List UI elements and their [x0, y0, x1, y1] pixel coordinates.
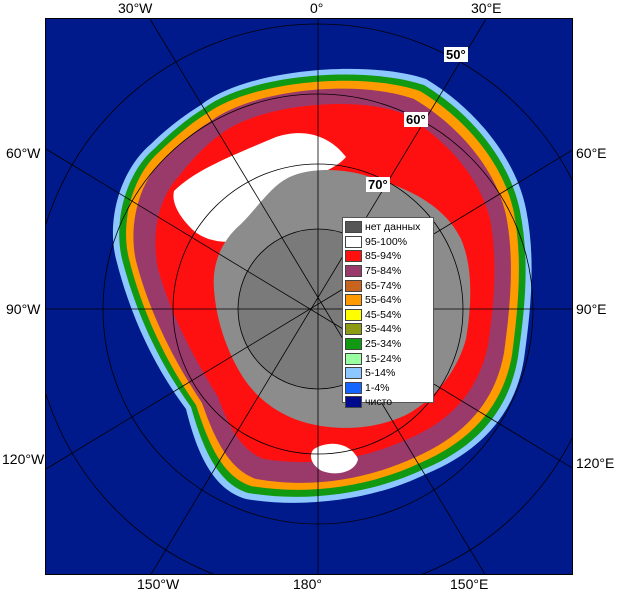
- lon-label-150e: 150°E: [450, 576, 489, 592]
- lon-label-30w: 30°W: [118, 0, 153, 16]
- lon-label-90w: 90°W: [6, 301, 41, 317]
- legend-label: 15-24%: [365, 352, 402, 365]
- lon-label-120e: 120°E: [576, 455, 615, 471]
- legend-swatch: [345, 367, 362, 380]
- legend-row: 25-34%: [345, 337, 431, 352]
- legend-row: 45-54%: [345, 308, 431, 323]
- latitude-label-50: 50°: [444, 47, 468, 62]
- legend-swatch: [345, 338, 362, 351]
- polar-map: [46, 19, 572, 574]
- legend-row: 55-64%: [345, 293, 431, 308]
- graticule: [46, 19, 572, 574]
- legend-row: 5-14%: [345, 366, 431, 381]
- legend-row: чисто: [345, 395, 431, 410]
- legend-swatch: [345, 381, 362, 394]
- legend-swatch: [345, 352, 362, 365]
- legend-swatch: [345, 308, 362, 321]
- legend-swatch: [345, 221, 362, 234]
- map-frame: 50° 60° 70° нет данных 95-100% 85-94% 75-84…: [45, 18, 573, 575]
- legend-row: 1-4%: [345, 381, 431, 396]
- legend-label: 65-74%: [365, 279, 402, 292]
- legend-label: нет данных: [365, 221, 421, 234]
- legend-row: 85-94%: [345, 249, 431, 264]
- legend-row: 95-100%: [345, 235, 431, 250]
- ice-weddell-95-100: [173, 133, 346, 242]
- lon-label-180: 180°: [293, 576, 322, 592]
- legend-row: 65-74%: [345, 278, 431, 293]
- legend-swatch: [345, 396, 362, 409]
- lon-label-60e: 60°E: [576, 145, 607, 161]
- legend-label: 55-64%: [365, 294, 402, 307]
- lon-label-120w: 120°W: [2, 451, 45, 467]
- legend-label: 75-84%: [365, 265, 402, 278]
- legend: нет данных 95-100% 85-94% 75-84% 65-74% 55-64…: [342, 217, 434, 409]
- legend-label: чисто: [365, 396, 393, 409]
- legend-row: нет данных: [345, 220, 431, 235]
- legend-swatch: [345, 294, 362, 307]
- legend-row: 35-44%: [345, 322, 431, 337]
- legend-swatch: [345, 250, 362, 263]
- legend-label: 1-4%: [365, 381, 390, 394]
- lon-label-30e: 30°E: [471, 0, 502, 16]
- legend-swatch: [345, 279, 362, 292]
- latitude-label-70: 70°: [366, 177, 390, 192]
- legend-label: 95-100%: [365, 235, 408, 248]
- legend-label: 35-44%: [365, 323, 402, 336]
- latitude-label-60: 60°: [404, 112, 428, 127]
- legend-swatch: [345, 323, 362, 336]
- legend-row: 15-24%: [345, 351, 431, 366]
- legend-swatch: [345, 265, 362, 278]
- lon-label-0: 0°: [310, 0, 324, 16]
- legend-label: 25-34%: [365, 338, 402, 351]
- legend-label: 85-94%: [365, 250, 402, 263]
- legend-label: 5-14%: [365, 367, 396, 380]
- legend-row: 75-84%: [345, 264, 431, 279]
- lon-label-150w: 150°W: [137, 576, 180, 592]
- legend-label: 45-54%: [365, 308, 402, 321]
- legend-swatch: [345, 235, 362, 248]
- lon-label-60w: 60°W: [6, 145, 41, 161]
- lon-label-90e: 90°E: [576, 301, 607, 317]
